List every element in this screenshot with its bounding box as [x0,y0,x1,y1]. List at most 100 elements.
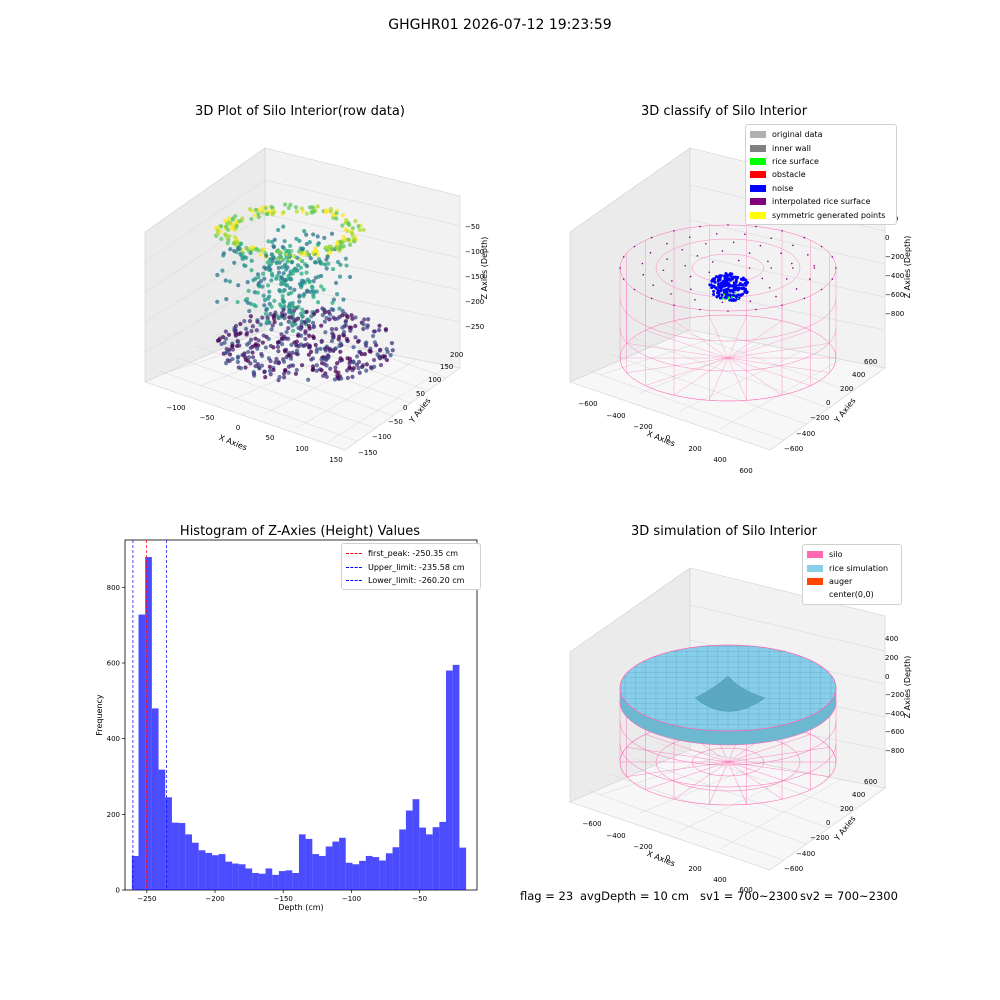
legend-entry: symmetric generated points [750,208,892,221]
classify-noise-points [708,271,750,302]
classify-interpolated-point [831,278,834,280]
raw-x-tick: 50 [266,434,275,442]
raw-point [239,241,244,246]
simulation-floor-spoke [673,761,729,800]
raw-point [255,318,260,323]
raw-point [331,297,337,302]
raw-y-tick: 50 [416,390,425,398]
raw-point [307,240,312,245]
classify-rice-point [723,293,725,296]
raw-point [311,209,317,214]
raw-point [369,366,374,371]
raw-point [351,366,356,371]
classify-interpolated-point [699,225,701,228]
raw-point [248,337,254,342]
raw-point [223,361,229,366]
classify-noise-point [737,283,741,287]
legend-label: auger [829,576,853,586]
raw-point [286,370,291,375]
raw-point [286,326,291,331]
raw-point [231,241,237,246]
raw-point [362,352,368,357]
histogram-y-tick-label: 600 [107,659,120,667]
raw-point [389,341,395,346]
raw-point [378,347,383,352]
raw-point [281,210,286,215]
raw-point [376,328,382,333]
raw-point [339,376,344,381]
classify-noise-point [712,292,716,296]
raw-point [261,293,266,298]
classify-y-ticks: −600 −400 −200 0 200 400 600 [784,358,877,453]
raw-point [279,332,284,337]
simulation-z-tick: 400 [885,635,898,643]
raw-point [280,244,285,250]
raw-point [278,250,283,255]
legend-label: obstacle [772,170,806,180]
raw-point [344,336,349,342]
histogram-x-tick-label: −250 [137,895,156,903]
raw-point [284,329,289,334]
simulation-y-tick: 400 [852,791,865,799]
simulation-z-tick: −600 [885,728,904,736]
raw-point [323,262,328,267]
histogram-bar [191,842,199,890]
classify-noise-point [745,290,749,294]
raw-point [264,307,269,313]
classify-interpolated-point [642,273,645,276]
classify-interpolated-point [622,278,625,280]
raw-point [323,209,329,215]
simulation-z-tick: −200 [885,691,904,699]
legend-entry: Lower_limit: -260.20 cm [346,574,476,587]
raw-point [349,313,354,318]
raw-point [267,364,272,369]
classify-interpolated-point [835,267,837,269]
classify-interpolated-point [666,242,668,245]
raw-point [279,304,284,309]
raw-point [225,240,230,246]
classify-x-tick: −200 [633,423,652,431]
simulation-3d-plot: −600 −400 −200 0 200 400 600 X Axies −60… [569,567,912,894]
raw-point [288,320,293,325]
raw-point [364,340,369,345]
classify-plot-title: 3D classify of Silo Interior [640,104,808,119]
raw-point [293,268,298,273]
classify-y-tick: −600 [784,445,803,453]
raw-z-tick: −200 [465,298,484,306]
classify-rice-point [727,298,730,301]
raw-point [236,245,241,250]
raw-point [306,377,311,382]
raw-point [345,368,350,373]
classify-y-tick: −400 [796,430,815,438]
raw-point [304,309,309,314]
raw-point [352,237,357,242]
raw-point [267,263,272,268]
classify-interpolated-point [755,225,757,228]
raw-point [315,300,321,305]
raw-point [262,297,268,303]
simulation-z-tick: −800 [885,747,904,755]
raw-point [333,365,338,370]
figure-title: GHGHR01 2026-07-12 19:23:59 [388,17,612,33]
raw-point [277,375,282,380]
legend-swatch [750,198,766,206]
legend-label: interpolated rice surface [772,197,871,207]
histogram-bar [285,870,293,890]
raw-point [280,293,285,299]
raw-point [279,336,284,341]
classify-interpolated-point [721,301,724,304]
histogram-bar [158,769,166,890]
classify-interpolated-point [641,262,644,265]
legend-swatch [750,144,766,152]
histogram-y-ticks: 0 200 400 600 800 [107,584,125,895]
simulation-x-tick: 600 [739,886,752,894]
raw-point [322,319,327,324]
simulation-z-tick: 0 [885,673,889,681]
raw-point [336,337,341,342]
raw-point [309,357,314,362]
histogram-bar [151,708,159,890]
raw-point [256,248,261,253]
raw-point [249,216,254,222]
classify-interpolated-point [681,248,683,251]
legend-label: first_peak: -250.35 cm [368,549,459,559]
